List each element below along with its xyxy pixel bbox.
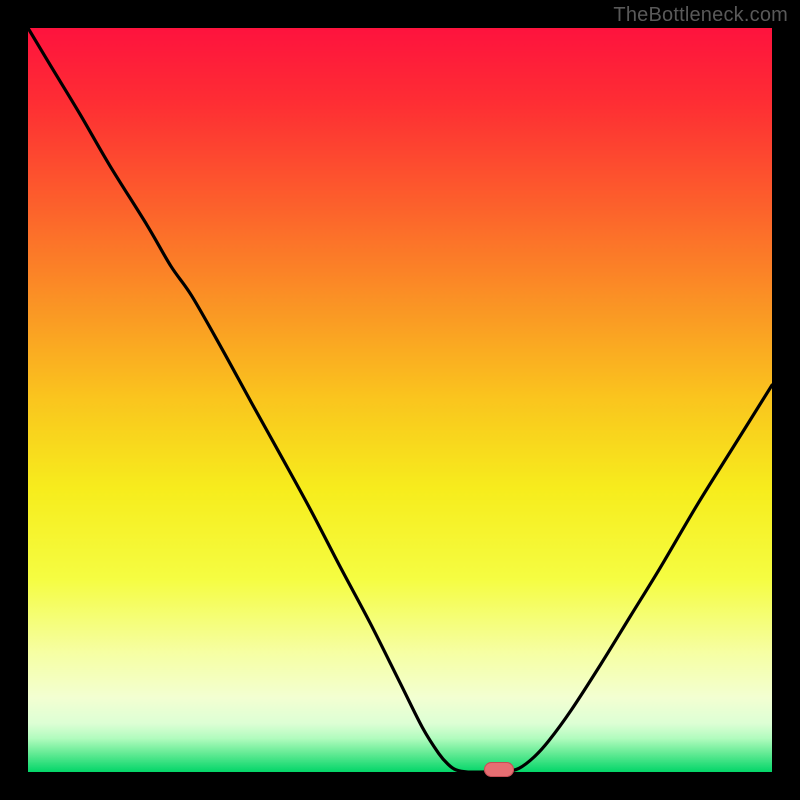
chart-curve bbox=[28, 28, 772, 772]
bottleneck-curve-path bbox=[28, 28, 772, 772]
chart-plot-area bbox=[28, 28, 772, 772]
attribution-text: TheBottleneck.com bbox=[613, 4, 788, 27]
optimal-point-marker bbox=[484, 762, 514, 777]
